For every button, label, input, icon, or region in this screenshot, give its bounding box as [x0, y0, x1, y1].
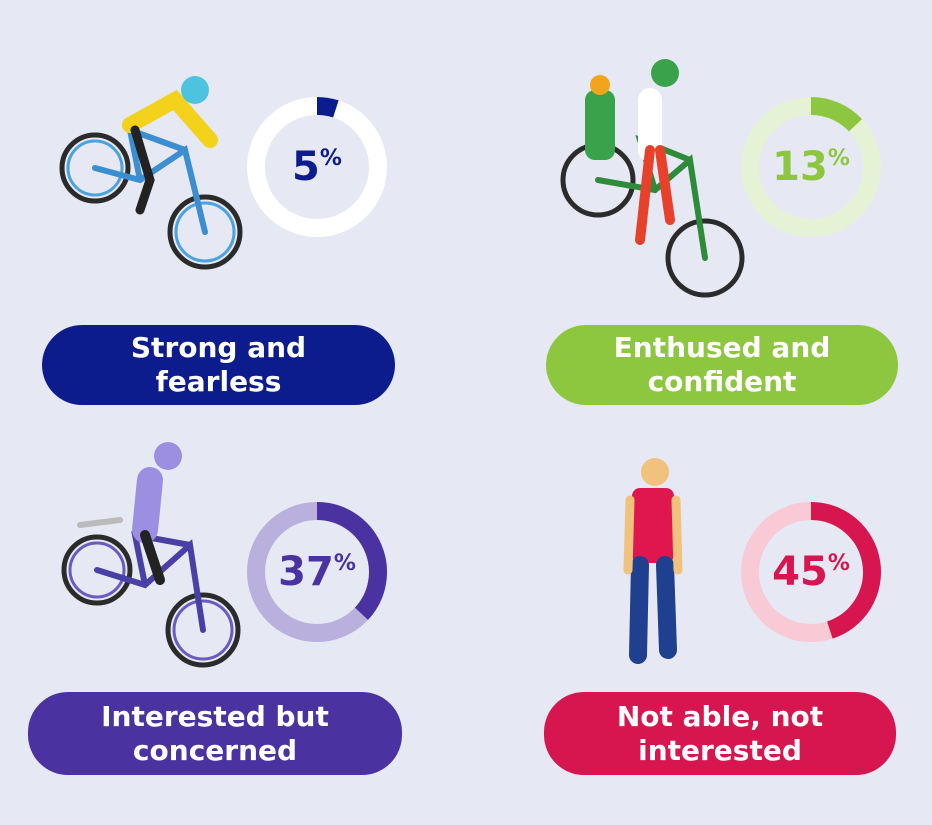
- commuter-cyclist-illustration: [61, 442, 241, 668]
- donut-arc: [810, 502, 881, 639]
- category-label: Interested but concerned: [28, 692, 402, 775]
- value-label: 13%: [772, 144, 850, 190]
- donut-arc: [316, 502, 387, 620]
- value-label: 45%: [772, 549, 850, 595]
- donut-arc: [316, 97, 339, 118]
- standing-person-illustration: [623, 458, 683, 664]
- donut-arc: [810, 97, 863, 132]
- value-label: 37%: [278, 549, 356, 595]
- value-label: 5%: [292, 144, 342, 190]
- category-label: Not able, not interested: [544, 692, 896, 775]
- category-label: Enthused and confident: [546, 325, 898, 405]
- cyclist-illustration: [59, 76, 243, 270]
- family-cyclist-illustration: [560, 59, 745, 298]
- category-label: Strong and fearless: [42, 325, 395, 405]
